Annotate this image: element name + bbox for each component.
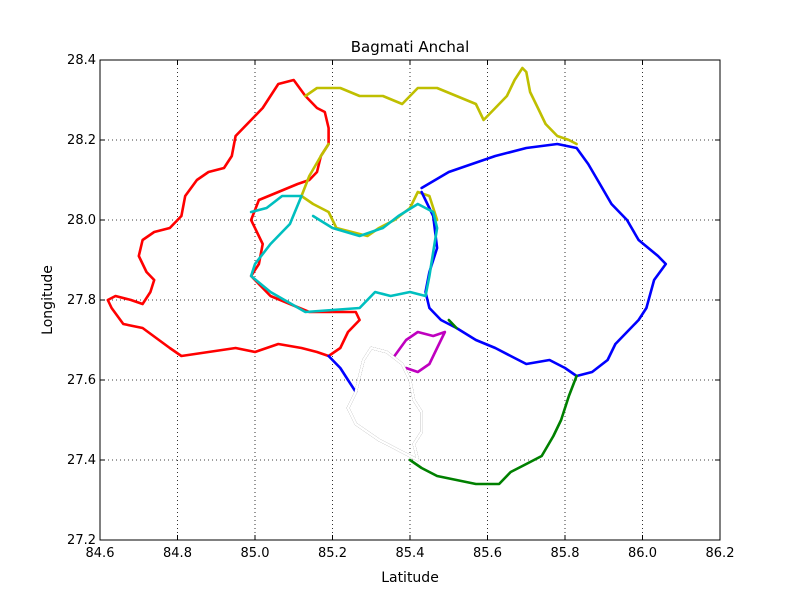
axis-ticks: 84.6 84.8 85.0 85.2 85.4 85.6 85.8 86.0 86.2 27.2…: [67, 53, 734, 561]
x-tick-label: 85.8: [551, 546, 580, 561]
chart-title: Bagmati Anchal: [351, 38, 470, 56]
series-line: [393, 330, 447, 374]
series-line: [420, 142, 668, 378]
y-tick-label: 28.2: [67, 133, 96, 148]
series-line: [346, 346, 423, 462]
x-tick-label: 85.0: [241, 546, 270, 561]
y-tick-label: 27.6: [67, 373, 96, 388]
y-tick-label: 27.2: [67, 533, 96, 548]
x-tick-label: 84.6: [86, 546, 115, 561]
grid-lines: [100, 60, 720, 540]
series-line: [106, 78, 361, 358]
series-line: [327, 354, 358, 394]
x-tick-label: 85.4: [396, 546, 425, 561]
x-tick-label: 85.6: [473, 546, 502, 561]
y-tick-label: 27.4: [67, 453, 96, 468]
x-tick-label: 84.8: [163, 546, 192, 561]
plot-series: [106, 66, 668, 486]
x-tick-label: 86.2: [706, 546, 735, 561]
series-line: [300, 142, 439, 238]
y-tick-label: 27.8: [67, 293, 96, 308]
y-axis-label: Longitude: [40, 265, 56, 335]
series-line: [249, 194, 439, 314]
x-axis-label: Latitude: [381, 570, 439, 586]
y-tick-label: 28.4: [67, 53, 96, 68]
x-tick-label: 85.2: [318, 546, 347, 561]
series-line: [408, 374, 578, 486]
y-tick-label: 28.0: [67, 213, 96, 228]
x-tick-label: 86.0: [628, 546, 657, 561]
series-line: [447, 318, 458, 330]
series-line: [304, 66, 578, 146]
